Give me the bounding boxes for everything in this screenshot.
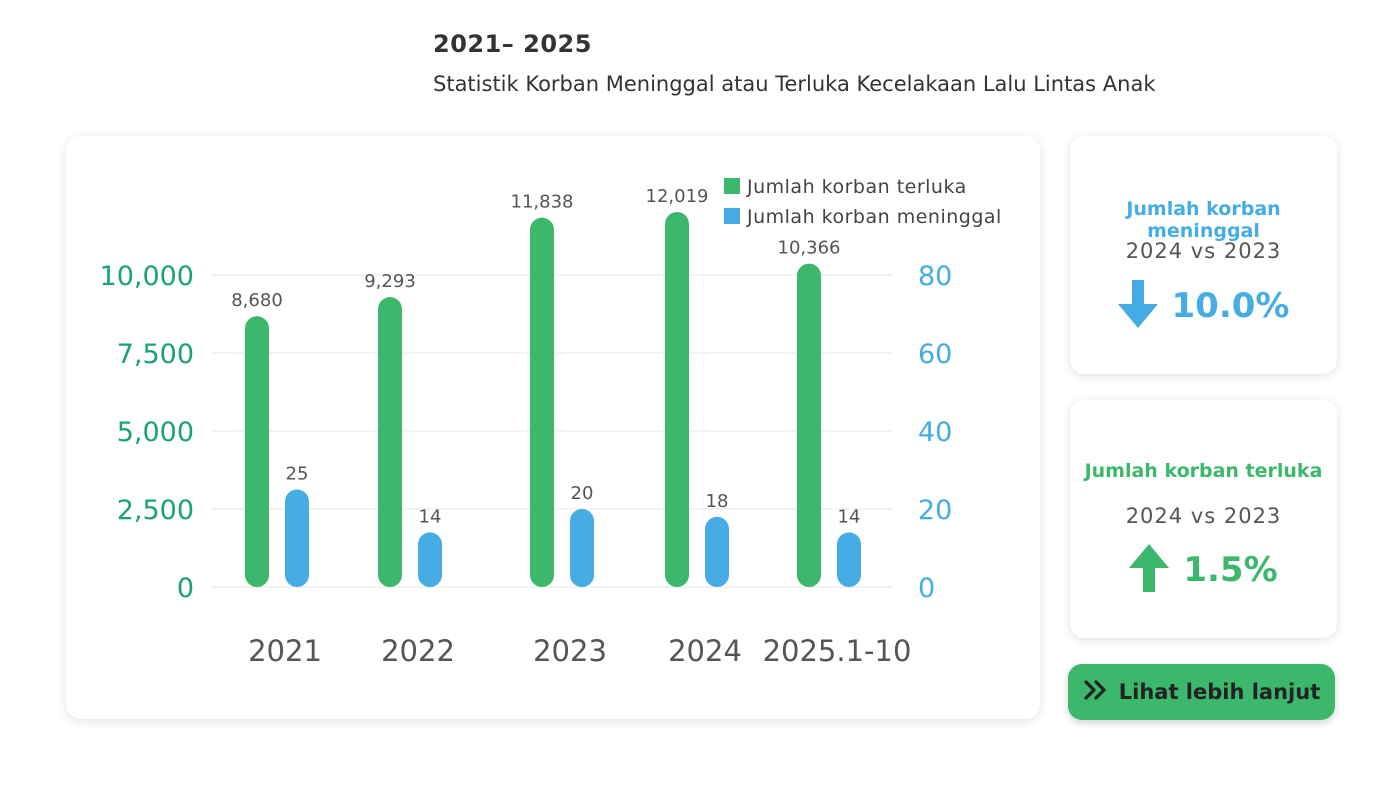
injuries-stat-card: Jumlah korban terluka 2024 vs 2023 1.5%: [1070, 400, 1337, 638]
x-axis-category-label: 2025.1-10: [763, 634, 912, 668]
data-label-injured: 11,838: [511, 192, 574, 213]
data-label-deaths: 20: [571, 483, 594, 504]
left-axis-tick-label: 0: [177, 573, 194, 604]
left-axis-tick-label: 7,500: [117, 339, 194, 370]
left-axis-tick-label: 10,000: [100, 261, 194, 292]
right-axis-tick-label: 60: [918, 339, 952, 370]
data-label-deaths: 14: [419, 506, 442, 527]
bar-injured-2021: [245, 316, 269, 587]
data-label-injured: 10,366: [778, 238, 841, 259]
bar-injured-2025.1-10: [797, 263, 821, 587]
data-label-injured: 12,019: [646, 186, 709, 207]
right-axis-tick-label: 0: [918, 573, 935, 604]
x-axis-category-label: 2024: [668, 634, 742, 668]
deaths-stat-card: Jumlah korban meninggal 2024 vs 2023 10.…: [1070, 136, 1337, 374]
injuries-card-compare: 2024 vs 2023: [1125, 504, 1282, 528]
chart-range-title: 2021– 2025: [433, 30, 592, 58]
injuries-change-row: 1.5%: [1070, 542, 1337, 598]
bar-deaths-2022: [418, 532, 442, 587]
left-axis-tick-label: 5,000: [117, 417, 194, 448]
bar-injured-2023: [530, 217, 554, 587]
left-axis-tick-label: 2,500: [117, 495, 194, 526]
bar-deaths-2024: [705, 516, 729, 587]
bar-injured-2022: [378, 297, 402, 587]
chart-card: 0 2,500 5,000 7,500 10,000 0 20 40 60 80 8,680 25 20…: [66, 136, 1040, 719]
right-axis-tick-label: 80: [918, 261, 952, 292]
double-chevron-right-icon: [1083, 679, 1109, 705]
x-axis-category-label: 2023: [533, 634, 607, 668]
bar-deaths-2021: [285, 489, 309, 587]
right-axis-tick-label: 40: [918, 417, 952, 448]
bar-deaths-2023: [570, 509, 594, 587]
arrow-up-icon: [1129, 542, 1170, 598]
bar-injured-2024: [665, 212, 689, 587]
data-label-injured: 8,680: [231, 290, 283, 311]
x-axis-category-label: 2021: [248, 634, 322, 668]
see-more-label: Lihat lebih lanjut: [1118, 680, 1321, 704]
legend-swatch-deaths: [724, 208, 740, 224]
arrow-down-icon: [1117, 278, 1158, 334]
chart-subtitle: Statistik Korban Meninggal atau Terluka …: [433, 72, 1156, 96]
data-label-deaths: 14: [838, 506, 861, 527]
bar-chart: 0 2,500 5,000 7,500 10,000 0 20 40 60 80 8,680 25 20…: [100, 176, 1002, 668]
legend-label-injured: Jumlah korban terluka: [746, 176, 967, 198]
injuries-change-value: 1.5%: [1183, 550, 1278, 590]
injuries-card-title: Jumlah korban terluka: [1084, 460, 1323, 482]
deaths-card-title: Jumlah korban meninggal: [1126, 198, 1281, 242]
bar-deaths-2025.1-10: [837, 532, 861, 587]
see-more-button[interactable]: Lihat lebih lanjut: [1068, 664, 1335, 720]
deaths-change-value: 10.0%: [1171, 286, 1290, 326]
deaths-change-row: 10.0%: [1070, 278, 1337, 334]
data-label-deaths: 18: [706, 491, 729, 512]
data-label-deaths: 25: [286, 464, 309, 485]
deaths-card-compare: 2024 vs 2023: [1125, 239, 1282, 263]
legend-swatch-injured: [724, 178, 740, 194]
right-axis-tick-label: 20: [918, 495, 952, 526]
legend-label-deaths: Jumlah korban meninggal: [746, 206, 1002, 228]
x-axis-category-label: 2022: [381, 634, 455, 668]
data-label-injured: 9,293: [364, 271, 416, 292]
